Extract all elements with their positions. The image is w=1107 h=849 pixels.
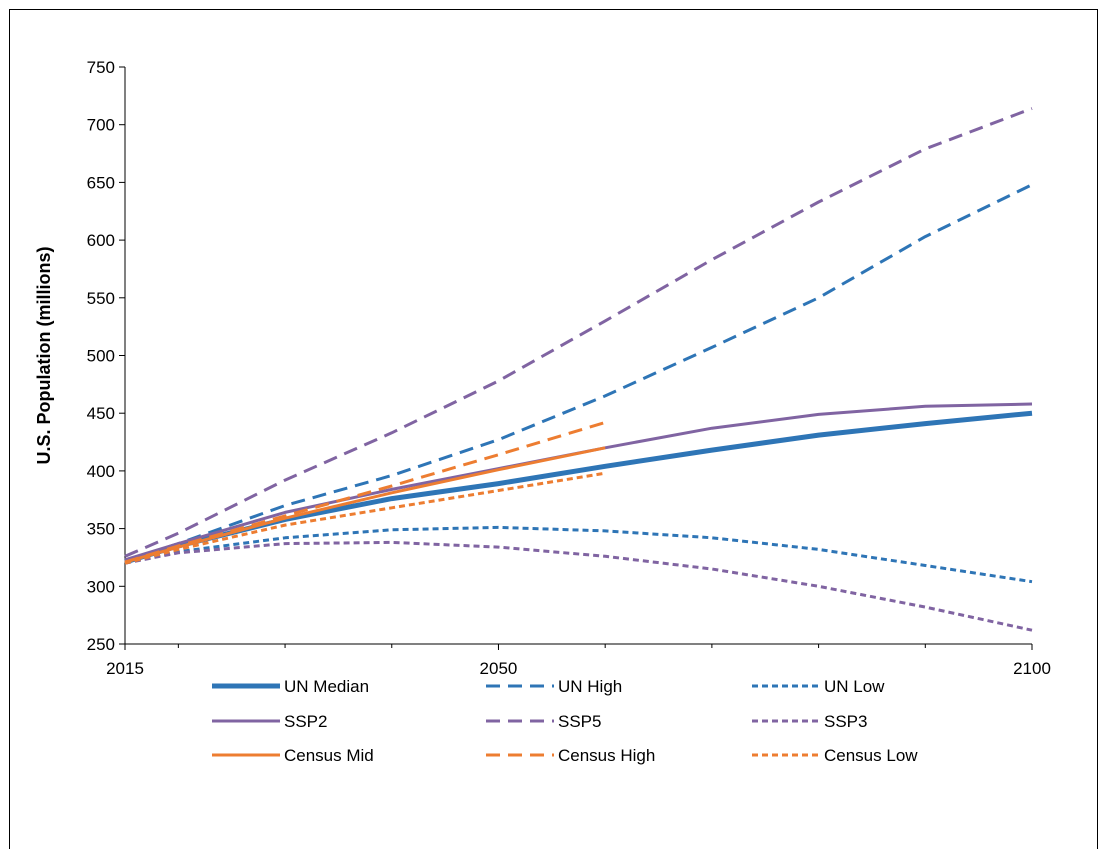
y-tick-label: 350 bbox=[87, 520, 115, 539]
x-tick-label: 2100 bbox=[1013, 659, 1051, 678]
legend-label: UN Low bbox=[824, 677, 885, 696]
line-chart: 250 300 350 400 450 500 550 600 650 700 750 2015 205… bbox=[34, 58, 1051, 765]
y-axis-title: U.S. Population (millions) bbox=[34, 246, 54, 464]
y-tick-label: 650 bbox=[87, 173, 115, 192]
legend-label: SSP3 bbox=[824, 712, 867, 731]
y-tick-label: 450 bbox=[87, 404, 115, 423]
y-tick-label: 750 bbox=[87, 58, 115, 77]
chart-frame: 250 300 350 400 450 500 550 600 650 700 750 2015 205… bbox=[9, 9, 1098, 849]
series-lines bbox=[124, 107, 1033, 632]
legend-label: Census Mid bbox=[284, 746, 374, 765]
legend-label: SSP5 bbox=[558, 712, 601, 731]
y-tick-label: 400 bbox=[87, 462, 115, 481]
series-line-ssp3 bbox=[124, 540, 1033, 632]
series-line-census-high bbox=[124, 420, 606, 564]
series-line-census-low bbox=[124, 471, 606, 565]
y-tick-label: 300 bbox=[87, 577, 115, 596]
y-tick-label: 500 bbox=[87, 347, 115, 366]
legend-label: Census High bbox=[558, 746, 655, 765]
y-tick-label: 250 bbox=[87, 635, 115, 654]
legend-label: UN High bbox=[558, 677, 622, 696]
legend-label: SSP2 bbox=[284, 712, 327, 731]
x-tick-label: 2015 bbox=[106, 659, 144, 678]
legend-label: Census Low bbox=[824, 746, 918, 765]
series-line-un-low bbox=[124, 525, 1033, 584]
legend: UN Median UN High UN Low SSP2 SSP5 SSP3 Census… bbox=[212, 677, 918, 765]
y-tick-label: 600 bbox=[87, 231, 115, 250]
series-line-un-high bbox=[124, 183, 1033, 563]
series-line-ssp5 bbox=[124, 107, 1033, 558]
x-tick-label: 2050 bbox=[480, 659, 518, 678]
y-tick-label: 550 bbox=[87, 289, 115, 308]
y-tick-label: 700 bbox=[87, 116, 115, 135]
series-line-un-median bbox=[124, 410, 1033, 565]
legend-label: UN Median bbox=[284, 677, 369, 696]
axes: 250 300 350 400 450 500 550 600 650 700 750 2015 205… bbox=[87, 58, 1051, 678]
